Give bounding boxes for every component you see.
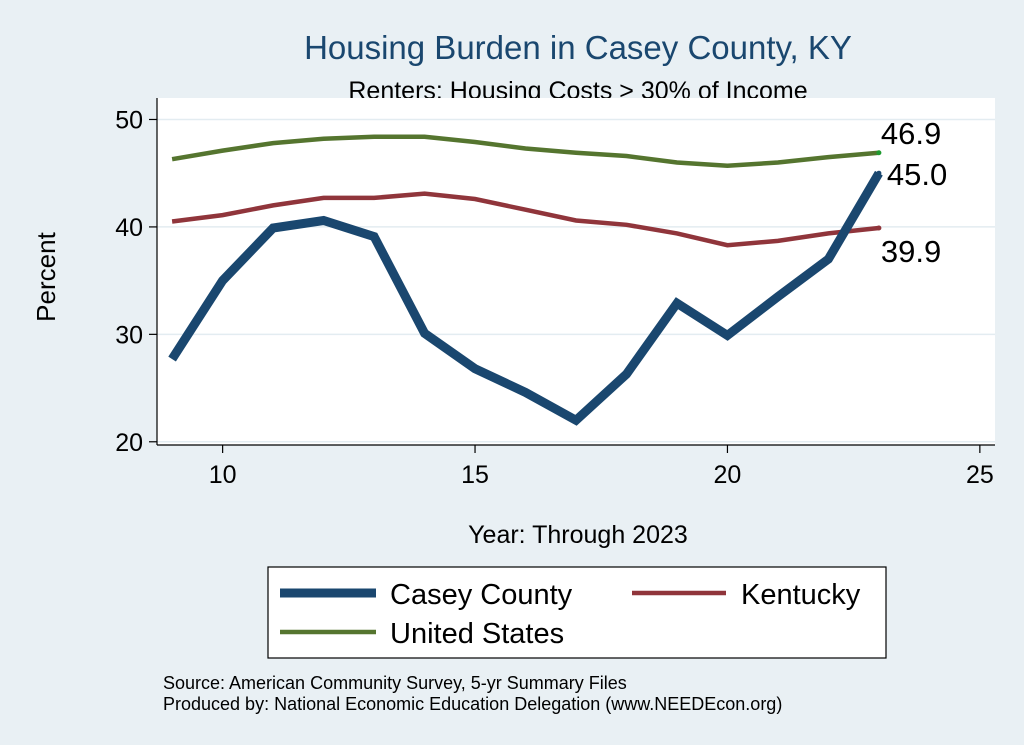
x-tick-label: 10 (209, 461, 237, 489)
end-point-casey-county (876, 170, 882, 176)
legend-box (267, 566, 887, 659)
y-axis-label: Percent (31, 231, 61, 321)
producer-note: Produced by: National Economic Education… (163, 694, 782, 714)
legend-label-casey-county: Casey County (390, 579, 573, 611)
end-labels: 45.0 39.9 46.9 (881, 116, 947, 269)
grid-lines (157, 118, 995, 443)
y-tick-label: 40 (115, 214, 143, 242)
x-tick-label: 15 (461, 461, 489, 489)
series-line-kentucky (171, 191, 880, 248)
axis-ticks: 20 30 40 50 10 15 20 25 (115, 106, 994, 489)
x-axis-label: Year: Through 2023 (468, 521, 688, 549)
x-tick-label: 25 (966, 461, 994, 489)
y-tick-label: 30 (115, 321, 143, 349)
series-line-casey-county (168, 170, 883, 426)
series-lines (168, 134, 883, 426)
series-line-united-states (171, 134, 880, 168)
axes (156, 98, 995, 446)
end-label-united-states: 46.9 (881, 116, 941, 151)
legend-label-kentucky: Kentucky (741, 579, 861, 611)
y-tick-label: 20 (115, 429, 143, 457)
legend-label-united-states: United States (390, 618, 564, 650)
chart-title: Housing Burden in Casey County, KY (304, 29, 852, 66)
plot-area (157, 98, 995, 445)
x-tick-label: 20 (714, 461, 742, 489)
end-label-casey-county: 45.0 (887, 157, 947, 192)
legend: Casey County Kentucky United States (267, 566, 887, 659)
end-point-kentucky (876, 225, 882, 231)
end-point-united-states (876, 150, 882, 156)
source-note: Source: American Community Survey, 5-yr … (163, 673, 627, 693)
y-tick-label: 50 (115, 106, 143, 134)
end-label-kentucky: 39.9 (881, 234, 941, 269)
